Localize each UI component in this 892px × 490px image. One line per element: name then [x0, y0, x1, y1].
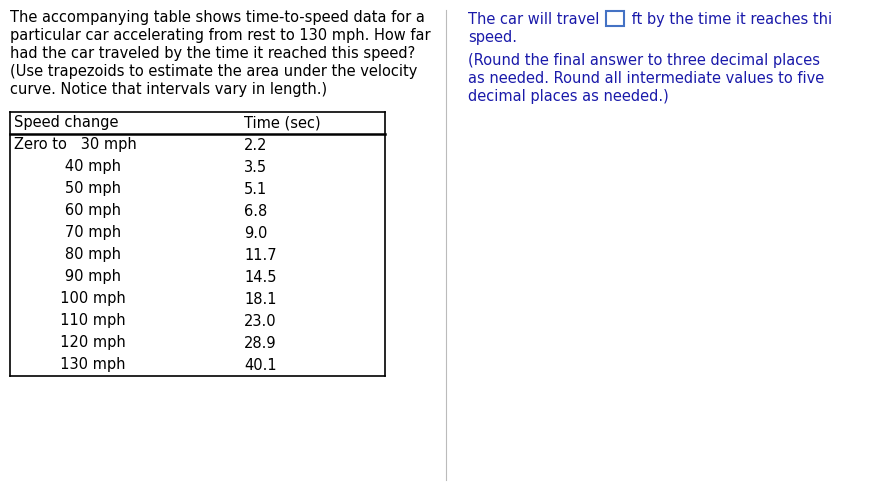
Text: 40 mph: 40 mph [14, 160, 121, 174]
Text: decimal places as needed.): decimal places as needed.) [468, 89, 669, 104]
Text: 2.2: 2.2 [244, 138, 268, 152]
Text: 14.5: 14.5 [244, 270, 277, 285]
Text: 120 mph: 120 mph [14, 336, 126, 350]
Text: Time (sec): Time (sec) [244, 116, 320, 130]
Text: 50 mph: 50 mph [14, 181, 121, 196]
Text: 28.9: 28.9 [244, 336, 277, 350]
Text: Speed change: Speed change [14, 116, 119, 130]
Text: speed.: speed. [468, 30, 517, 45]
Text: 40.1: 40.1 [244, 358, 277, 372]
Text: 11.7: 11.7 [244, 247, 277, 263]
Text: 100 mph: 100 mph [14, 292, 126, 307]
Text: curve. Notice that intervals vary in length.): curve. Notice that intervals vary in len… [10, 82, 327, 97]
Text: 6.8: 6.8 [244, 203, 268, 219]
Text: 23.0: 23.0 [244, 314, 277, 328]
Text: ft by the time it reaches thi: ft by the time it reaches thi [627, 12, 832, 27]
Text: The car will travel: The car will travel [468, 12, 604, 27]
Text: The accompanying table shows time-to-speed data for a: The accompanying table shows time-to-spe… [10, 10, 425, 25]
Text: Zero to   30 mph: Zero to 30 mph [14, 138, 136, 152]
Text: particular car accelerating from rest to 130 mph. How far: particular car accelerating from rest to… [10, 28, 431, 43]
Text: as needed. Round all intermediate values to five: as needed. Round all intermediate values… [468, 72, 824, 86]
Text: 70 mph: 70 mph [14, 225, 121, 241]
Text: 110 mph: 110 mph [14, 314, 126, 328]
Text: 130 mph: 130 mph [14, 358, 126, 372]
Text: had the car traveled by the time it reached this speed?: had the car traveled by the time it reac… [10, 46, 416, 61]
Text: 5.1: 5.1 [244, 181, 268, 196]
Bar [606, 11, 624, 26]
Text: 9.0: 9.0 [244, 225, 268, 241]
Text: 18.1: 18.1 [244, 292, 277, 307]
Text: 3.5: 3.5 [244, 160, 267, 174]
Text: 80 mph: 80 mph [14, 247, 121, 263]
Text: 90 mph: 90 mph [14, 270, 121, 285]
Text: (Use trapezoids to estimate the area under the velocity: (Use trapezoids to estimate the area und… [10, 64, 417, 79]
Text: 60 mph: 60 mph [14, 203, 121, 219]
Text: (Round the final answer to three decimal places: (Round the final answer to three decimal… [468, 53, 820, 69]
